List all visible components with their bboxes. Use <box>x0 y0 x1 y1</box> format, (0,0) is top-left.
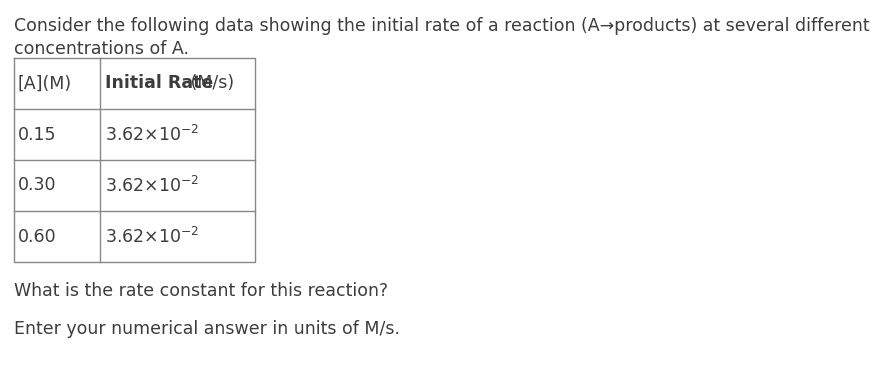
Text: Initial Rate: Initial Rate <box>105 74 214 93</box>
Text: 0.60: 0.60 <box>18 228 57 246</box>
Text: Consider the following data showing the initial rate of a reaction (A→products) : Consider the following data showing the … <box>14 17 870 35</box>
Text: Enter your numerical answer in units of M/s.: Enter your numerical answer in units of … <box>14 320 400 338</box>
Text: $3.62{\times}10^{-2}$: $3.62{\times}10^{-2}$ <box>105 227 199 247</box>
Text: $3.62{\times}10^{-2}$: $3.62{\times}10^{-2}$ <box>105 176 199 196</box>
Text: concentrations of A.: concentrations of A. <box>14 40 189 58</box>
Text: (M/s): (M/s) <box>185 74 234 93</box>
Text: 0.15: 0.15 <box>18 125 57 144</box>
Text: What is the rate constant for this reaction?: What is the rate constant for this react… <box>14 282 388 300</box>
Text: $3.62{\times}10^{-2}$: $3.62{\times}10^{-2}$ <box>105 125 199 145</box>
Text: 0.30: 0.30 <box>18 176 57 195</box>
Text: [A](M): [A](M) <box>18 74 72 93</box>
